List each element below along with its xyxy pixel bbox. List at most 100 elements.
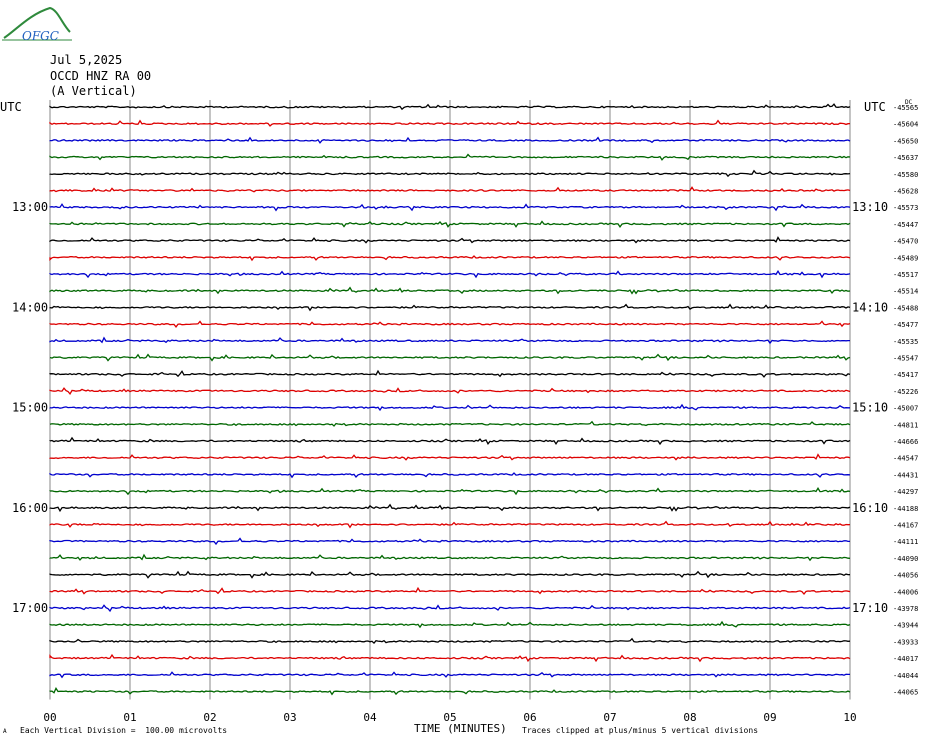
trace-9 xyxy=(49,255,851,262)
trace-23 xyxy=(49,487,851,496)
x-tick-02: 02 xyxy=(203,711,216,724)
trace-offset-label: -44090 xyxy=(893,555,918,563)
x-tick-08: 08 xyxy=(683,711,696,724)
trace-offset-label: -43978 xyxy=(893,605,918,613)
grid xyxy=(49,100,851,700)
trace-offset-label: -44188 xyxy=(893,505,918,513)
trace-offset-label: -45604 xyxy=(893,121,918,129)
utc-right-label: UTC xyxy=(864,100,886,114)
trace-offset-label: -45535 xyxy=(893,338,918,346)
trace-offset-label: -44006 xyxy=(893,588,918,596)
trace-offset-label: -44666 xyxy=(893,438,918,446)
x-tick-03: 03 xyxy=(283,711,296,724)
time-label-right: 17:10 xyxy=(852,601,888,615)
trace-offset-label: -45514 xyxy=(893,288,918,296)
trace-21 xyxy=(49,453,851,461)
trace-5 xyxy=(49,186,851,193)
trace-22 xyxy=(49,472,851,479)
trace-32 xyxy=(49,637,851,645)
trace-offset-label: -45637 xyxy=(893,154,918,162)
trace-11 xyxy=(49,286,851,295)
trace-offset-label: -45447 xyxy=(893,221,918,229)
trace-offset-label: -45580 xyxy=(893,171,918,179)
x-tick-06: 06 xyxy=(523,711,536,724)
ofgc-logo: OFGC xyxy=(2,6,72,43)
trace-16 xyxy=(49,369,851,378)
trace-8 xyxy=(49,236,851,244)
trace-14 xyxy=(49,336,850,345)
trace-29 xyxy=(49,586,851,596)
time-label-right: 14:10 xyxy=(852,300,888,314)
clip-note: Traces clipped at plus/minus 5 vertical … xyxy=(522,726,759,735)
time-label-left: 17:00 xyxy=(12,601,48,615)
trace-4 xyxy=(49,169,851,178)
trace-offset-label: -45477 xyxy=(893,321,918,329)
corner-mark: A xyxy=(3,728,7,735)
trace-34 xyxy=(49,671,850,679)
dc-mark: DC xyxy=(905,99,913,106)
x-tick-01: 01 xyxy=(123,711,136,724)
trace-offset-label: -44547 xyxy=(893,455,918,463)
trace-offset-label: -45628 xyxy=(893,188,918,196)
trace-offset-label: -45488 xyxy=(893,304,918,312)
time-label-right: 15:10 xyxy=(852,401,888,415)
trace-offset-label: -45573 xyxy=(893,204,918,212)
trace-12 xyxy=(49,303,851,312)
trace-10 xyxy=(49,269,851,279)
scale-note: Each Vertical Division = 100.00 microvol… xyxy=(20,726,228,735)
trace-offset-label: -44017 xyxy=(893,655,918,663)
trace-2 xyxy=(49,136,851,144)
time-label-left: 14:00 xyxy=(12,300,48,314)
trace-17 xyxy=(49,387,851,396)
date-label: Jul 5,2025 xyxy=(50,53,123,67)
trace-33 xyxy=(49,653,851,663)
axis-labels: 00 01 02 03 04 05 06 07 08 09 10 -45565 -45604 -45650… xyxy=(12,99,918,724)
trace-3 xyxy=(49,153,851,161)
trace-offset-label: -44431 xyxy=(893,471,918,479)
trace-offset-label: -44811 xyxy=(893,421,918,429)
trace-offset-label: -44297 xyxy=(893,488,918,496)
trace-offset-label: -45007 xyxy=(893,405,918,413)
trace-offset-label: -45417 xyxy=(893,371,918,379)
trace-offset-label: -45650 xyxy=(893,137,918,145)
trace-0 xyxy=(49,103,851,111)
trace-19 xyxy=(49,420,851,427)
trace-offset-label: -45517 xyxy=(893,271,918,279)
time-label-left: 16:00 xyxy=(12,501,48,515)
trace-offset-label: -45226 xyxy=(893,388,918,396)
x-tick-07: 07 xyxy=(603,711,616,724)
trace-25 xyxy=(49,520,851,529)
trace-30 xyxy=(49,604,851,613)
trace-28 xyxy=(49,570,851,579)
component-label: (A Vertical) xyxy=(50,84,137,98)
trace-offset-label: -43944 xyxy=(893,622,918,630)
station-label: OCCD HNZ RA 00 xyxy=(50,69,152,83)
trace-offset-label: -44065 xyxy=(893,689,918,697)
trace-31 xyxy=(49,620,851,629)
trace-offset-label: -44044 xyxy=(893,672,918,680)
time-label-right: 16:10 xyxy=(852,501,888,515)
trace-18 xyxy=(49,403,850,412)
x-axis-title: TIME (MINUTES) xyxy=(414,722,507,735)
trace-35 xyxy=(49,687,851,696)
x-tick-05: 05 xyxy=(443,711,456,724)
traces xyxy=(49,103,851,696)
trace-offset-label: -44056 xyxy=(893,572,918,580)
trace-6 xyxy=(49,203,851,212)
x-tick-09: 09 xyxy=(763,711,776,724)
x-tick-10: 10 xyxy=(843,711,856,724)
x-tick-00: 00 xyxy=(43,711,56,724)
trace-offset-label: -45489 xyxy=(893,254,918,262)
trace-offset-label: -45470 xyxy=(893,238,918,246)
trace-1 xyxy=(49,119,851,127)
trace-15 xyxy=(49,353,851,362)
time-label-left: 15:00 xyxy=(12,401,48,415)
trace-offset-label: -45565 xyxy=(893,104,918,112)
trace-27 xyxy=(49,553,851,562)
trace-offset-label: -43933 xyxy=(893,638,918,646)
logo-text: OFGC xyxy=(22,29,59,43)
trace-7 xyxy=(49,220,851,229)
trace-26 xyxy=(49,537,850,546)
trace-13 xyxy=(49,320,851,328)
